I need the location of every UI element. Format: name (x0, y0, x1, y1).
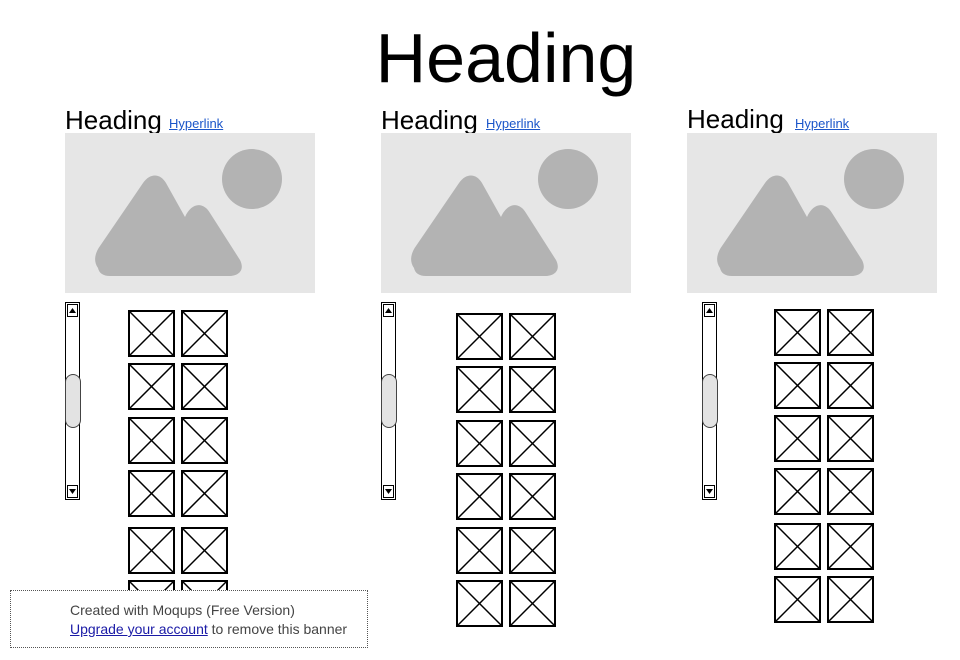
scroll-down-arrow-icon[interactable] (383, 485, 394, 498)
image-placeholder-tile-icon (456, 527, 503, 574)
image-placeholder-tile-icon (774, 309, 821, 356)
image-placeholder-tile-icon (128, 417, 175, 464)
image-placeholder-tile-icon (181, 310, 228, 357)
image-placeholder-tile-icon (827, 523, 874, 570)
vertical-scrollbar[interactable] (702, 302, 718, 500)
image-placeholder-tile-icon (509, 420, 556, 467)
image-placeholder-tile-icon (509, 313, 556, 360)
scroll-up-arrow-icon[interactable] (704, 304, 715, 317)
moqups-banner: Created with Moqups (Free Version) Upgra… (10, 590, 368, 648)
image-placeholder-tile-icon (774, 576, 821, 623)
vertical-scrollbar[interactable] (65, 302, 81, 500)
image-placeholder-tile-icon (774, 362, 821, 409)
image-placeholder-tile-icon (827, 576, 874, 623)
image-placeholder-tile-icon (128, 470, 175, 517)
image-placeholder-tile-icon (456, 580, 503, 627)
image-placeholder-tile-icon (181, 527, 228, 574)
image-placeholder-tile-icon (509, 580, 556, 627)
scrollbar-thumb[interactable] (702, 374, 718, 428)
image-placeholder-tile-icon (827, 362, 874, 409)
image-placeholder-tile-icon (456, 366, 503, 413)
banner-suffix-text: to remove this banner (207, 621, 348, 637)
scroll-down-arrow-icon[interactable] (67, 485, 78, 498)
image-placeholder-tile-icon (128, 310, 175, 357)
card-heading: Heading (381, 105, 478, 135)
image-placeholder-tile-icon (128, 363, 175, 410)
upgrade-account-link[interactable]: Upgrade your account (70, 621, 208, 637)
image-placeholder-tile-icon (827, 468, 874, 515)
banner-text: Created with Moqups (Free Version) (70, 602, 295, 618)
image-placeholder-tile-icon (128, 527, 175, 574)
image-placeholder-icon (65, 133, 315, 293)
image-placeholder-icon (687, 133, 937, 293)
image-placeholder-tile-icon (456, 473, 503, 520)
image-placeholder-tile-icon (774, 468, 821, 515)
card-hyperlink[interactable]: Hyperlink (169, 116, 224, 131)
image-placeholder-tile-icon (827, 415, 874, 462)
image-placeholder-tile-icon (456, 313, 503, 360)
image-placeholder-tile-icon (827, 309, 874, 356)
image-placeholder-tile-icon (509, 366, 556, 413)
image-placeholder-tile-icon (509, 527, 556, 574)
scrollbar-thumb[interactable] (65, 374, 81, 428)
image-placeholder-tile-icon (509, 473, 556, 520)
card-heading: Heading (65, 105, 162, 135)
image-placeholder-tile-icon (181, 417, 228, 464)
image-placeholder-tile-icon (181, 470, 228, 517)
scroll-up-arrow-icon[interactable] (383, 304, 394, 317)
card-hyperlink[interactable]: Hyperlink (486, 116, 541, 131)
image-placeholder-tile-icon (181, 363, 228, 410)
vertical-scrollbar[interactable] (381, 302, 397, 500)
image-placeholder-icon (381, 133, 631, 293)
image-placeholder-tile-icon (774, 415, 821, 462)
scroll-up-arrow-icon[interactable] (67, 304, 78, 317)
image-placeholder-tile-icon (774, 523, 821, 570)
image-placeholder-tile-icon (456, 420, 503, 467)
card-heading: Heading (687, 104, 784, 134)
card-hyperlink[interactable]: Hyperlink (795, 116, 850, 131)
banner-line: Upgrade your account to remove this bann… (70, 621, 347, 637)
scrollbar-thumb[interactable] (381, 374, 397, 428)
scroll-down-arrow-icon[interactable] (704, 485, 715, 498)
page-title: Heading (375, 19, 637, 97)
